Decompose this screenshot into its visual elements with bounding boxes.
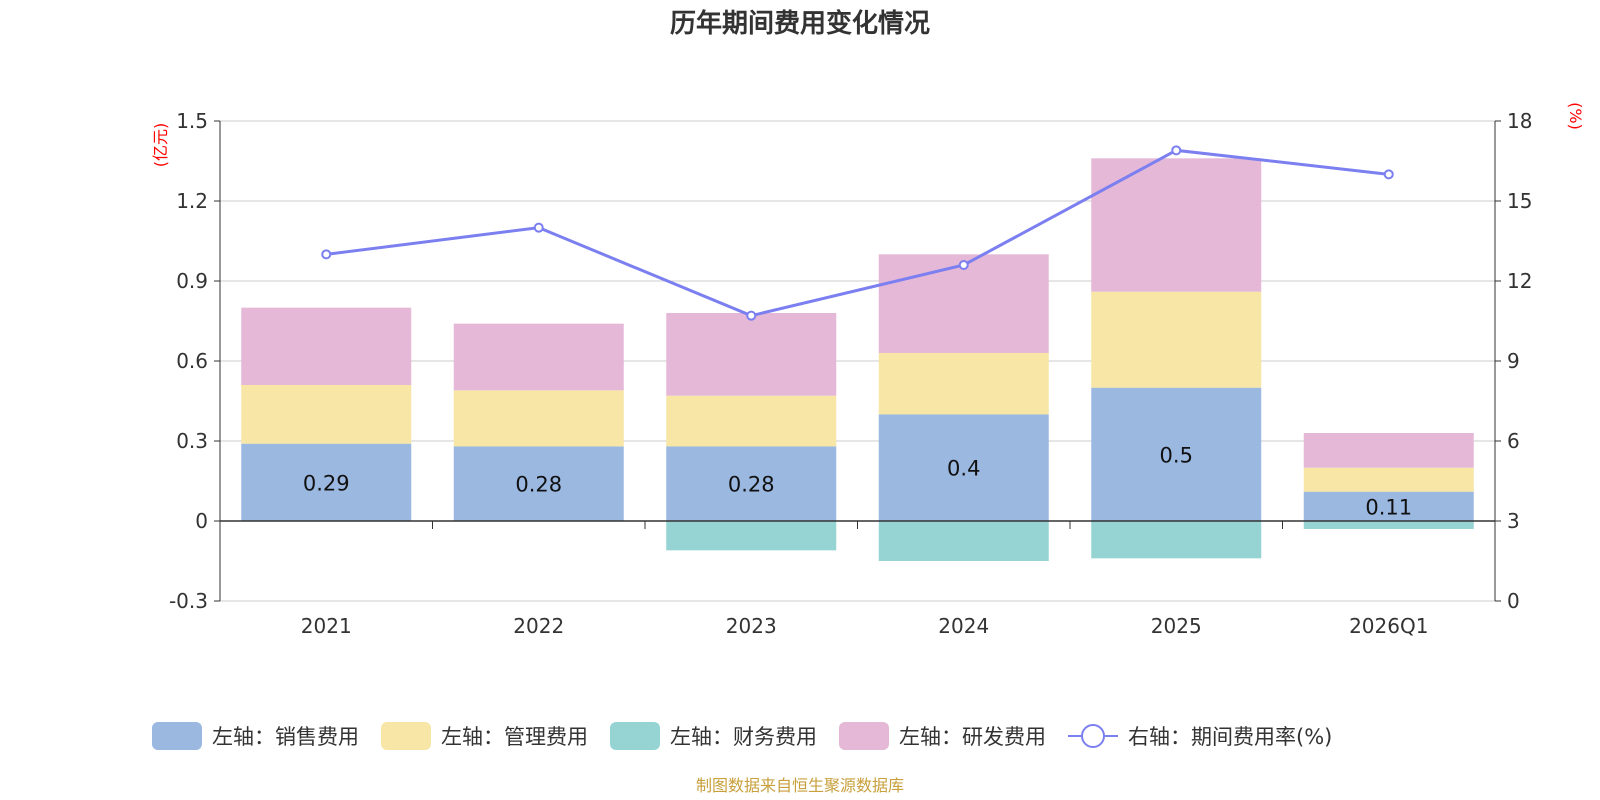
legend: 左轴：销售费用 左轴：管理费用 左轴：财务费用 左轴：研发费用 右轴：期间费用率(%) [152, 722, 1332, 750]
bar-segment [878, 353, 1049, 415]
legend-item: 左轴：财务费用 [610, 722, 817, 750]
bar-segment [666, 521, 837, 551]
bar-series [241, 158, 1474, 561]
bar-segment [666, 446, 837, 521]
left-tick-label: 0.3 [176, 429, 208, 453]
rate-point [746, 310, 757, 321]
bar-segment [1091, 158, 1262, 292]
bar-segment [878, 254, 1049, 353]
bar-segment [878, 414, 1049, 521]
bar-segment [1091, 521, 1262, 559]
bar-segment [1303, 433, 1474, 468]
legend-swatch [152, 722, 202, 750]
x-tick-label: 2026Q1 [1349, 614, 1428, 638]
bar-segment [878, 521, 1049, 561]
legend-marker [1081, 724, 1105, 748]
rate-point [958, 260, 969, 270]
legend-label: 左轴：销售费用 [212, 725, 359, 749]
left-tick-label: -0.3 [169, 589, 208, 613]
legend-label: 左轴：管理费用 [441, 725, 588, 749]
legend-label: 右轴：期间费用率(%) [1128, 725, 1332, 749]
axes: -0.3 0 0.3 0.6 0.9 1.2 1.5 0 3 6 9 12 15 18 2021 2022 20… [169, 109, 1532, 638]
legend-label: 左轴：财务费用 [670, 725, 817, 749]
data-source: 制图数据来自恒生聚源数据库 [696, 776, 904, 795]
right-tick-label: 6 [1507, 429, 1520, 453]
bar-segment [241, 307, 412, 385]
left-tick-label: 0 [195, 509, 208, 533]
right-tick-label: 15 [1507, 189, 1532, 213]
legend-item: 左轴：研发费用 [839, 722, 1046, 750]
bar-segment [1091, 387, 1262, 521]
bar-segment [1091, 291, 1262, 388]
data-label: 0.28 [728, 473, 775, 497]
bar-segment [453, 390, 624, 447]
data-label: 0.11 [1365, 495, 1412, 519]
left-tick-label: 0.6 [176, 349, 208, 373]
rate-line [326, 148, 1389, 318]
rate-line-series [321, 145, 1394, 321]
bar-segment [666, 313, 837, 396]
data-label: 0.4 [947, 457, 980, 481]
legend-label: 左轴：研发费用 [899, 725, 1046, 749]
rate-point [1383, 169, 1394, 180]
bar-segment [1303, 467, 1474, 492]
data-label: 0.29 [303, 471, 350, 495]
left-tick-label: 1.2 [176, 189, 208, 213]
right-axis-unit: (%) [1566, 102, 1585, 130]
x-tick-label: 2023 [726, 614, 777, 638]
data-label: 0.28 [515, 473, 562, 497]
rate-point [1171, 145, 1182, 156]
rate-point [321, 249, 332, 260]
left-tick-label: 0.9 [176, 269, 208, 293]
data-label: 0.5 [1160, 443, 1193, 467]
rate-point [533, 222, 544, 233]
left-tick-label: 1.5 [176, 109, 208, 133]
data-labels: 0.29 0.28 0.28 0.4 0.5 0.11 [303, 443, 1412, 519]
x-tick-label: 2024 [938, 614, 989, 638]
chart-title: 历年期间费用变化情况 [670, 8, 930, 39]
legend-swatch [381, 722, 431, 750]
bar-segment [241, 443, 412, 521]
x-tick-label: 2021 [301, 614, 352, 638]
bar-segment [241, 385, 412, 444]
legend-item: 左轴：销售费用 [152, 722, 359, 750]
right-tick-label: 0 [1507, 589, 1520, 613]
bar-segment [453, 323, 624, 391]
legend-swatch [839, 722, 889, 750]
x-tick-label: 2022 [513, 614, 564, 638]
bar-segment [1303, 491, 1474, 521]
legend-item: 左轴：管理费用 [381, 722, 588, 750]
legend-swatch [610, 722, 660, 750]
left-axis-unit: (亿元) [151, 123, 170, 168]
right-tick-label: 12 [1507, 269, 1532, 293]
bar-segment [1303, 521, 1474, 529]
bar-segment [666, 395, 837, 447]
x-tick-label: 2025 [1151, 614, 1202, 638]
right-tick-label: 18 [1507, 109, 1532, 133]
legend-item: 右轴：期间费用率(%) [1068, 724, 1332, 749]
right-tick-label: 3 [1507, 509, 1520, 533]
right-tick-label: 9 [1507, 349, 1520, 373]
bar-segment [453, 446, 624, 521]
